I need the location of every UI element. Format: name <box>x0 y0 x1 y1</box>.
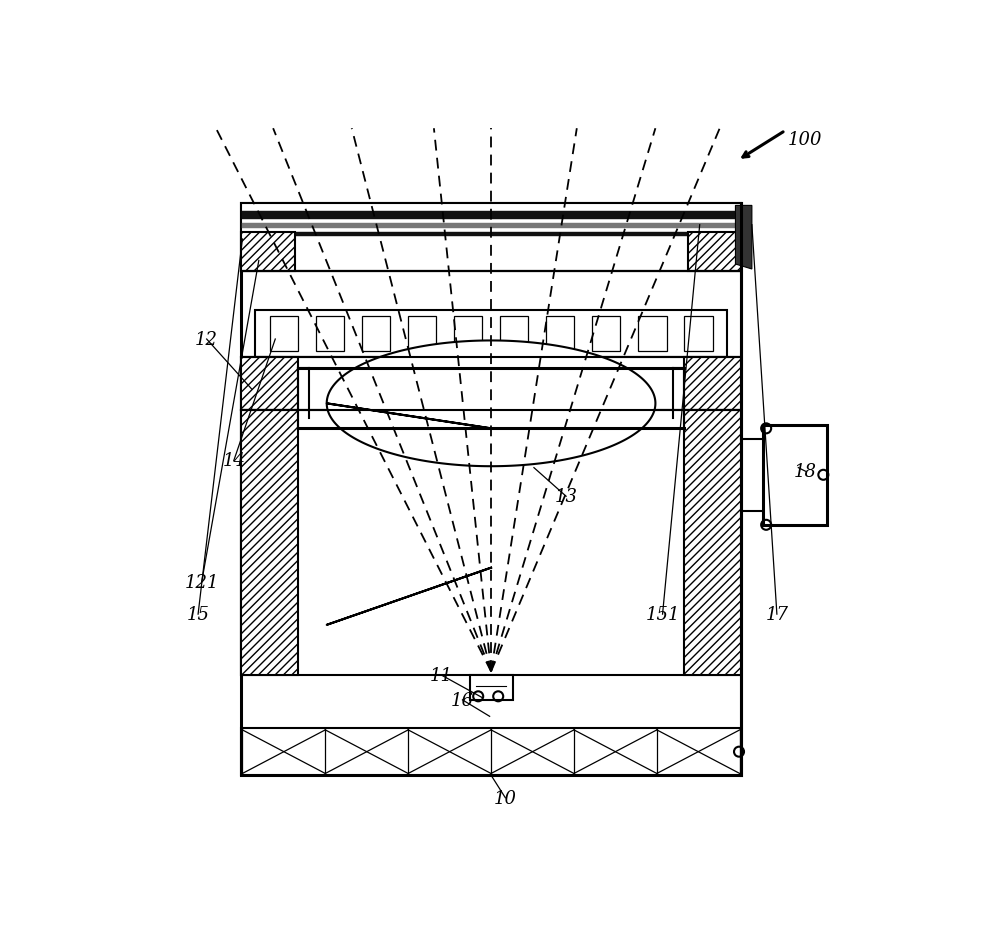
Text: 12: 12 <box>195 331 218 349</box>
Text: 15: 15 <box>187 605 210 624</box>
Polygon shape <box>255 311 727 358</box>
Text: 121: 121 <box>184 574 219 591</box>
Polygon shape <box>241 729 741 775</box>
Polygon shape <box>270 317 298 351</box>
Polygon shape <box>735 206 752 270</box>
Polygon shape <box>408 317 436 351</box>
Polygon shape <box>638 317 667 351</box>
Polygon shape <box>241 411 741 675</box>
Text: 16: 16 <box>451 692 474 709</box>
Polygon shape <box>763 425 827 526</box>
Text: 11: 11 <box>430 667 453 684</box>
Text: 17: 17 <box>765 605 788 624</box>
Polygon shape <box>242 223 740 228</box>
Polygon shape <box>688 233 741 272</box>
Polygon shape <box>500 317 528 351</box>
Text: 151: 151 <box>645 605 680 624</box>
Text: 18: 18 <box>794 463 817 481</box>
Polygon shape <box>242 233 740 237</box>
Polygon shape <box>241 411 298 675</box>
Polygon shape <box>241 233 295 272</box>
Text: 100: 100 <box>788 131 823 148</box>
Polygon shape <box>242 212 740 220</box>
Polygon shape <box>684 358 741 411</box>
Polygon shape <box>684 317 713 351</box>
Polygon shape <box>470 675 512 700</box>
Text: 14: 14 <box>222 452 245 470</box>
Polygon shape <box>316 317 344 351</box>
Polygon shape <box>241 204 741 272</box>
Polygon shape <box>454 317 482 351</box>
Polygon shape <box>546 317 574 351</box>
Polygon shape <box>241 358 741 411</box>
Polygon shape <box>362 317 390 351</box>
Polygon shape <box>327 341 655 466</box>
Polygon shape <box>241 358 298 411</box>
Polygon shape <box>684 411 741 675</box>
Text: 13: 13 <box>555 488 578 505</box>
Polygon shape <box>592 317 620 351</box>
Text: 10: 10 <box>494 789 517 806</box>
